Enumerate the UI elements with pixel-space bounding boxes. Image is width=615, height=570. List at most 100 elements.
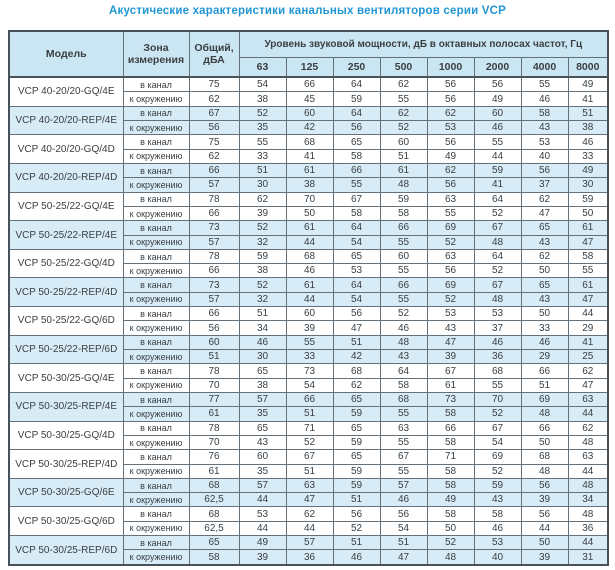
- band-value-cell-1000: 66: [426, 420, 475, 436]
- band-value-cell-1000: 63: [426, 191, 475, 207]
- band-value-cell-250: 59: [332, 463, 381, 479]
- band-value-cell-250: 62: [332, 377, 381, 393]
- band-value-cell-63: 43: [238, 434, 287, 451]
- band-value-cell-500: 60: [379, 134, 428, 150]
- zone-cell: в канал: [122, 191, 190, 207]
- table-header: Модель Зона измерения Общий, дБА Уровень…: [8, 30, 609, 78]
- table-row: к окружению 62,5 44 44 52 54 50 46 44 36: [9, 520, 609, 537]
- band-value-cell-63: 62: [238, 191, 287, 207]
- band-value-cell-1000: 58: [426, 434, 475, 451]
- band-value-cell-1000: 52: [426, 234, 475, 250]
- band-value-cell-8000: 44: [567, 306, 609, 322]
- table-row: VCP 40-20/20-REP/4E в канал 67 52 60 64 62 62 60…: [8, 105, 609, 136]
- band-value-cell-125: 66: [285, 391, 334, 408]
- total-dba-cell: 66: [188, 162, 240, 179]
- header-freq-500: 500: [379, 56, 428, 78]
- band-value-cell-8000: 63: [567, 449, 609, 465]
- total-dba-cell: 78: [188, 363, 240, 379]
- total-dba-cell: 78: [188, 248, 240, 265]
- band-value-cell-500: 63: [379, 420, 428, 436]
- band-value-cell-1000: 67: [426, 363, 475, 379]
- band-value-cell-4000: 53: [520, 134, 569, 150]
- header-freq-125: 125: [285, 56, 334, 78]
- band-value-cell-8000: 48: [567, 477, 609, 494]
- total-dba-cell: 77: [188, 391, 240, 408]
- band-value-cell-4000: 39: [520, 549, 569, 566]
- band-value-cell-8000: 36: [567, 520, 609, 537]
- band-value-cell-250: 56: [332, 120, 381, 136]
- band-value-cell-1000: 69: [426, 220, 475, 236]
- band-value-cell-63: 35: [238, 120, 287, 136]
- zone-cell: к окружению: [122, 349, 190, 365]
- band-value-cell-250: 65: [332, 134, 381, 150]
- total-dba-cell: 57: [188, 291, 240, 308]
- band-value-cell-4000: 46: [520, 334, 569, 351]
- band-value-cell-250: 58: [332, 205, 381, 222]
- band-value-cell-500: 43: [379, 349, 428, 365]
- zone-cell: в канал: [122, 506, 190, 522]
- band-value-cell-4000: 50: [520, 434, 569, 451]
- band-value-cell-4000: 50: [520, 263, 569, 279]
- band-value-cell-2000: 64: [473, 191, 522, 207]
- band-value-cell-63: 60: [238, 449, 287, 465]
- model-cell: VCP 50-30/25-GQ/6D: [8, 506, 124, 537]
- total-dba-cell: 75: [188, 134, 240, 150]
- band-value-cell-250: 54: [332, 234, 381, 250]
- band-value-cell-8000: 61: [567, 220, 609, 236]
- band-value-cell-500: 59: [379, 191, 428, 207]
- band-value-cell-250: 59: [332, 406, 381, 422]
- model-cell: VCP 50-30/25-GQ/4E: [8, 363, 124, 393]
- band-value-cell-500: 57: [379, 477, 428, 494]
- band-value-cell-63: 52: [238, 105, 287, 122]
- band-value-cell-250: 68: [332, 363, 381, 379]
- band-value-cell-125: 50: [285, 205, 334, 222]
- zone-cell: в канал: [122, 220, 190, 236]
- band-value-cell-8000: 58: [567, 248, 609, 265]
- band-value-cell-1000: 49: [426, 492, 475, 508]
- zone-cell: в канал: [122, 162, 190, 179]
- band-value-cell-500: 52: [379, 306, 428, 322]
- band-value-cell-250: 56: [332, 306, 381, 322]
- band-value-cell-4000: 65: [520, 220, 569, 236]
- total-dba-cell: 66: [188, 306, 240, 322]
- band-value-cell-8000: 61: [567, 277, 609, 293]
- band-value-cell-250: 54: [332, 291, 381, 308]
- band-value-cell-500: 55: [379, 234, 428, 250]
- band-value-cell-2000: 48: [473, 234, 522, 250]
- band-value-cell-4000: 48: [520, 463, 569, 479]
- zone-cell: к окружению: [122, 177, 190, 193]
- total-dba-cell: 56: [188, 320, 240, 336]
- band-value-cell-1000: 58: [426, 506, 475, 522]
- band-value-cell-4000: 68: [520, 449, 569, 465]
- zone-cell: в канал: [122, 449, 190, 465]
- zone-cell: к окружению: [122, 406, 190, 422]
- band-value-cell-250: 56: [332, 506, 381, 522]
- band-value-cell-250: 59: [332, 91, 381, 107]
- table-row: VCP 40-20/20-GQ/4D в канал 75 55 68 65 60 56 55 5…: [8, 134, 609, 164]
- band-value-cell-1000: 47: [426, 334, 475, 351]
- model-cell: VCP 50-30/25-GQ/4D: [8, 420, 124, 451]
- band-value-cell-8000: 33: [567, 148, 609, 164]
- band-value-cell-250: 42: [332, 349, 381, 365]
- band-value-cell-63: 35: [238, 406, 287, 422]
- table-row: к окружению 58 39 36 46 47 48 40 39 31: [9, 549, 609, 566]
- band-value-cell-1000: 50: [426, 520, 475, 537]
- band-value-cell-8000: 47: [567, 377, 609, 393]
- total-dba-cell: 78: [188, 191, 240, 207]
- band-value-cell-125: 62: [285, 506, 334, 522]
- model-cell: VCP 40-20/20-GQ/4D: [8, 134, 124, 164]
- band-value-cell-2000: 67: [473, 277, 522, 293]
- band-value-cell-250: 65: [332, 420, 381, 436]
- band-value-cell-250: 46: [332, 549, 381, 566]
- band-value-cell-250: 65: [332, 391, 381, 408]
- band-value-cell-500: 55: [379, 291, 428, 308]
- band-value-cell-250: 58: [332, 148, 381, 164]
- zone-cell: в канал: [122, 277, 190, 293]
- band-value-cell-250: 64: [332, 220, 381, 236]
- total-dba-cell: 70: [188, 434, 240, 451]
- band-value-cell-2000: 46: [473, 520, 522, 537]
- band-value-cell-500: 48: [379, 177, 428, 193]
- band-value-cell-125: 51: [285, 406, 334, 422]
- header-freq-250: 250: [332, 56, 381, 78]
- band-value-cell-2000: 55: [473, 377, 522, 393]
